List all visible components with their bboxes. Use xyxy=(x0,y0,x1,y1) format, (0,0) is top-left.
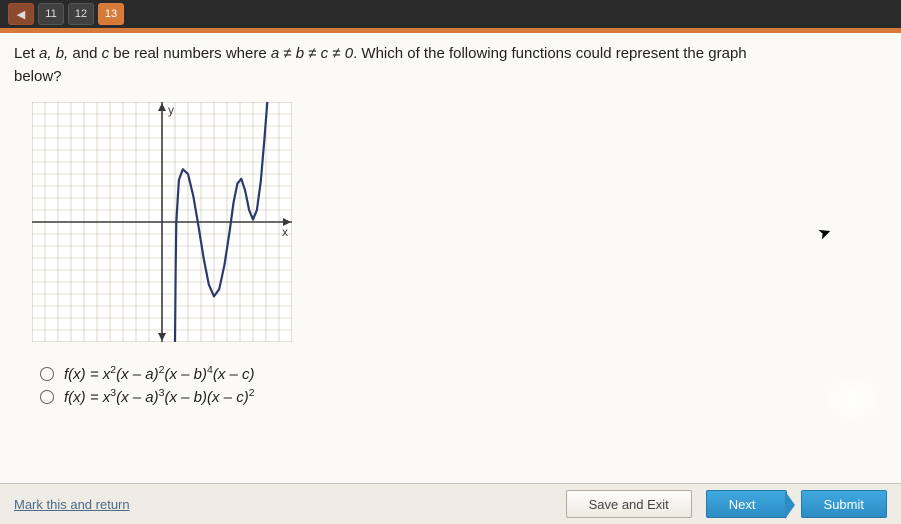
text: be real numbers where xyxy=(109,45,271,62)
option-1[interactable]: f(x) = x2(x – a)2(x – b)4(x – c) xyxy=(40,364,887,383)
glare xyxy=(823,375,883,423)
radio-icon[interactable] xyxy=(40,367,54,381)
question-content: Let a, b, and c be real numbers where a … xyxy=(0,33,901,483)
var-c: c xyxy=(102,45,110,62)
option-2-label: f(x) = x3(x – a)3(x – b)(x – c)2 xyxy=(64,387,255,406)
radio-icon[interactable] xyxy=(40,390,54,404)
question-prompt: Let a, b, and c be real numbers where a … xyxy=(14,43,887,88)
text: . Which of the following functions could… xyxy=(353,45,747,62)
text: Let xyxy=(14,45,39,62)
text: and xyxy=(68,45,101,62)
submit-button[interactable]: Submit xyxy=(801,490,887,518)
next-button[interactable]: Next xyxy=(706,490,787,518)
option-2[interactable]: f(x) = x3(x – a)3(x – b)(x – c)2 xyxy=(40,387,887,406)
mark-return-link[interactable]: Mark this and return xyxy=(14,497,130,512)
nav-q12[interactable]: 12 xyxy=(68,3,94,25)
option-1-label: f(x) = x2(x – a)2(x – b)4(x – c) xyxy=(64,364,255,383)
svg-text:x: x xyxy=(282,225,288,239)
graph-svg: yx xyxy=(32,102,292,342)
save-exit-button[interactable]: Save and Exit xyxy=(566,490,692,518)
nav-prev-button[interactable]: ◀ xyxy=(8,3,34,25)
condition: a ≠ b ≠ c ≠ 0 xyxy=(271,45,353,62)
svg-text:y: y xyxy=(168,103,174,117)
footer-bar: Mark this and return Save and Exit Next … xyxy=(0,483,901,524)
mouse-cursor-icon: ➤ xyxy=(815,221,834,244)
var-ab: a, b, xyxy=(39,45,68,62)
question-nav: ◀ 11 12 13 xyxy=(0,0,901,28)
nav-q11[interactable]: 11 xyxy=(38,3,64,25)
text: below? xyxy=(14,68,62,85)
answer-options: f(x) = x2(x – a)2(x – b)4(x – c) f(x) = … xyxy=(40,364,887,406)
function-graph: yx xyxy=(32,102,292,342)
nav-q13[interactable]: 13 xyxy=(98,3,124,25)
